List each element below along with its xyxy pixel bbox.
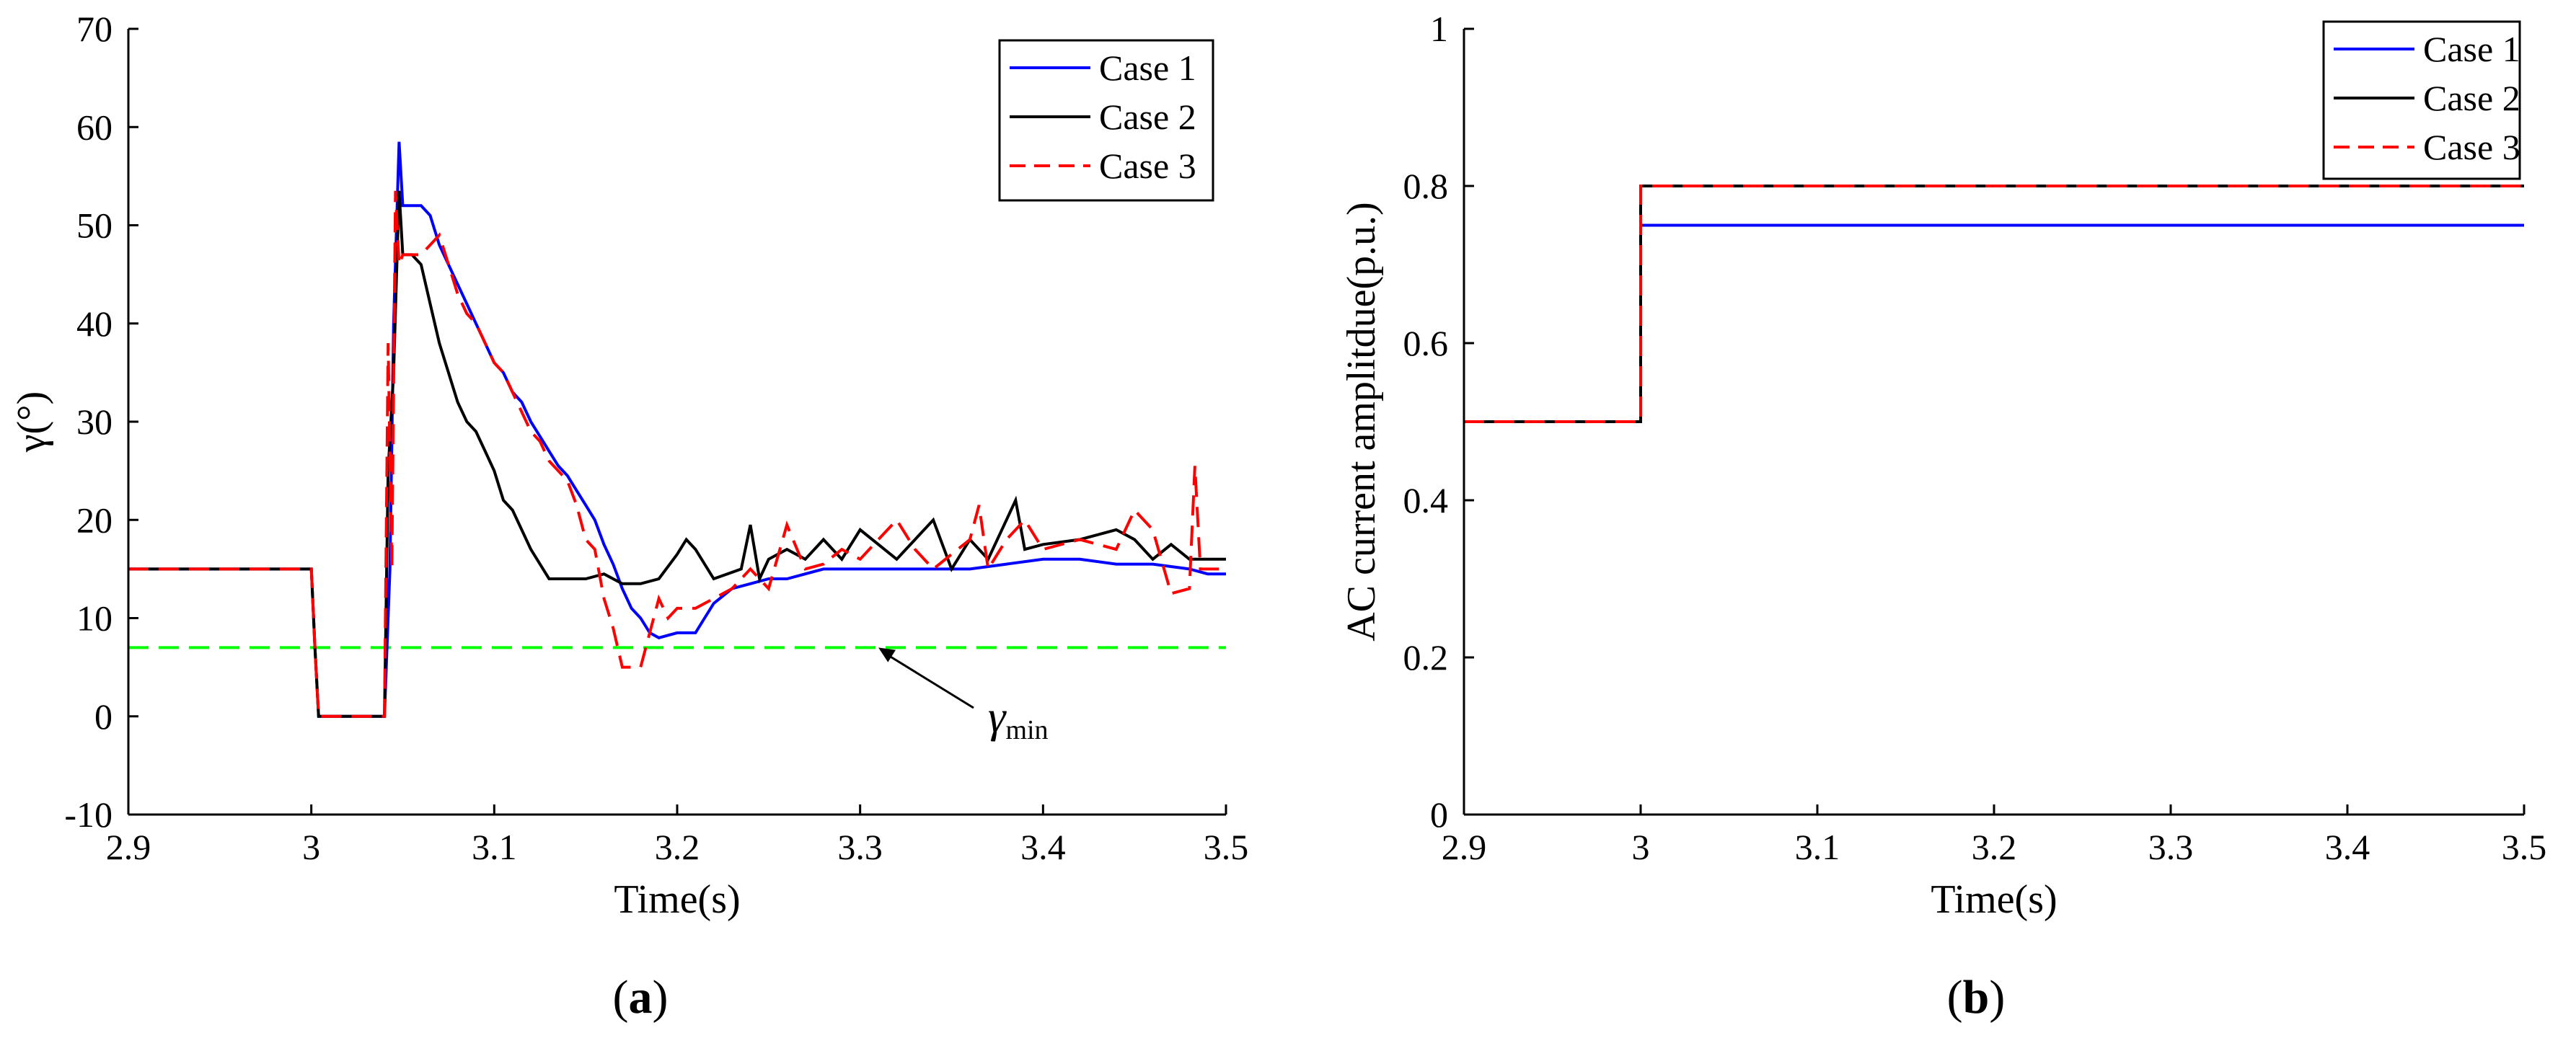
legend: Case 1 Case 2 Case 3 xyxy=(2322,20,2521,180)
legend-entry-label: Case 2 xyxy=(2423,78,2520,118)
caption-close-paren: ) xyxy=(1989,971,2005,1024)
x-tick-label: 3.4 xyxy=(1020,827,1066,867)
y-tick-label: 60 xyxy=(76,107,113,147)
x-tick-label: 2.9 xyxy=(106,827,151,867)
x-tick-label: 3 xyxy=(302,827,320,867)
y-axis-label: AC current amplitdue(p.u.) xyxy=(1339,202,1384,642)
series-line-case-3 xyxy=(128,190,1226,718)
y-tick-label: 0.6 xyxy=(1403,323,1449,363)
legend-entry-label: Case 3 xyxy=(1099,146,1196,186)
gamma-min-annotation: γmin xyxy=(988,693,1049,745)
panel-caption: (b) xyxy=(1947,971,2006,1024)
y-tick-label: 70 xyxy=(76,9,113,49)
x-tick-label: 2.9 xyxy=(1442,827,1487,867)
caption-letter: a xyxy=(629,971,653,1024)
x-tick-label: 3.5 xyxy=(2502,827,2547,867)
x-axis-label: Time(s) xyxy=(614,877,740,922)
y-tick-label: 10 xyxy=(76,598,113,639)
legend: Case 1 Case 2 Case 3 xyxy=(998,39,1214,202)
y-tick-label: 0.4 xyxy=(1403,480,1449,520)
x-tick-label: 3.4 xyxy=(2325,827,2370,867)
x-tick-label: 3.3 xyxy=(837,827,883,867)
annotation-arrow-line xyxy=(882,651,974,709)
caption-close-paren: ) xyxy=(653,971,669,1024)
y-tick-label: 30 xyxy=(76,402,113,442)
y-tick-label: 0.2 xyxy=(1403,637,1449,678)
y-tick-label: 50 xyxy=(76,205,113,246)
x-tick-label: 3.2 xyxy=(655,827,700,867)
caption-letter: b xyxy=(1963,971,1990,1024)
series-line-case-2 xyxy=(128,190,1226,718)
y-tick-label: 20 xyxy=(76,500,113,540)
x-tick-label: 3.3 xyxy=(2148,827,2194,867)
y-tick-label: 1 xyxy=(1430,9,1448,49)
y-tick-label: 0 xyxy=(1430,794,1448,835)
y-tick-label: 0 xyxy=(94,696,113,737)
legend-entry-label: Case 1 xyxy=(1099,48,1196,88)
series-line-case-1 xyxy=(128,141,1226,718)
gamma-symbol: γ xyxy=(988,693,1007,742)
x-tick-label: 3.1 xyxy=(472,827,517,867)
x-tick-label: 3.1 xyxy=(1795,827,1840,867)
y-axis-label: γ(°) xyxy=(9,391,54,453)
x-axis-label: Time(s) xyxy=(1931,877,2057,922)
caption-open-paren: ( xyxy=(613,971,629,1024)
y-tick-label: 0.8 xyxy=(1403,166,1449,206)
x-tick-label: 3 xyxy=(1632,827,1650,867)
chart-panel-b: 2.9 3 3.1 3.2 3.3 3.4 3.5 0 0.2 0.4 0.6 0.8 1 Time(s)… xyxy=(1339,9,2546,1024)
caption-open-paren: ( xyxy=(1947,971,1963,1024)
legend-entry-label: Case 2 xyxy=(1099,97,1196,137)
x-tick-label: 3.2 xyxy=(1972,827,2017,867)
legend-entry-label: Case 3 xyxy=(2423,127,2520,167)
series-line-case-3 xyxy=(1464,185,2524,423)
y-tick-label: 40 xyxy=(76,303,113,344)
gamma-subscript: min xyxy=(1005,715,1048,745)
legend-entry-label: Case 1 xyxy=(2423,29,2520,69)
panel-caption: (a) xyxy=(613,971,669,1024)
chart-panel-a: 2.9 3 3.1 3.2 3.3 3.4 3.5 -10 0 10 20 30 40 50 60 70 Tim… xyxy=(9,9,1248,1024)
y-tick-label: -10 xyxy=(64,794,113,835)
annotation-arrowhead xyxy=(878,647,896,662)
x-tick-label: 3.5 xyxy=(1204,827,1249,867)
